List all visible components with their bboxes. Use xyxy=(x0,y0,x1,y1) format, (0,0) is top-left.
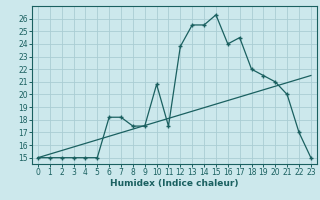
X-axis label: Humidex (Indice chaleur): Humidex (Indice chaleur) xyxy=(110,179,239,188)
